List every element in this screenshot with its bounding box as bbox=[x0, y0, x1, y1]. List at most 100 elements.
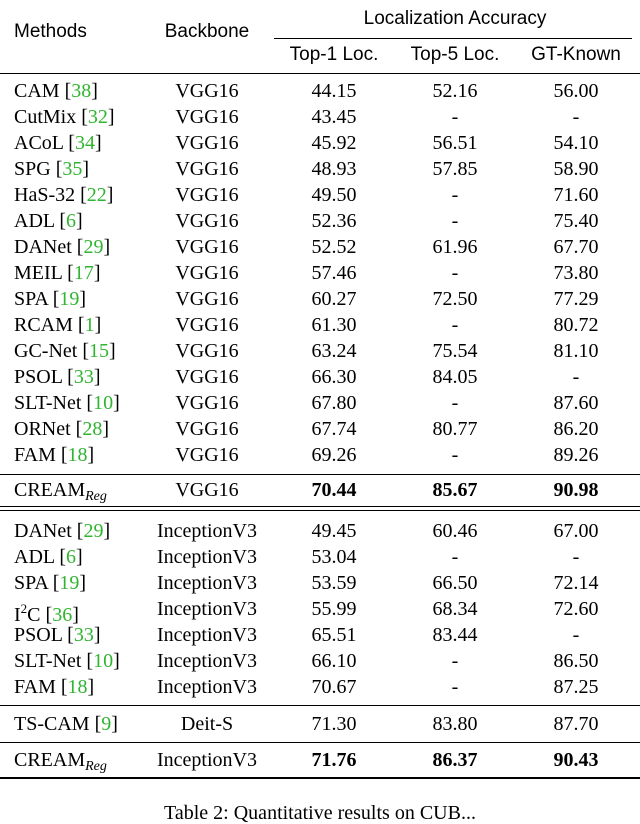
gt-known-cell: 86.20 bbox=[553, 418, 599, 440]
backbone-cell: InceptionV3 bbox=[157, 520, 257, 542]
method-cell: SLT-Net [10] bbox=[14, 650, 120, 672]
gt-known-cell: 87.60 bbox=[553, 392, 599, 414]
top5-cell: - bbox=[451, 210, 459, 232]
backbone-cell: VGG16 bbox=[175, 479, 239, 501]
top1-cell: 67.74 bbox=[311, 418, 357, 440]
citation-link: 34 bbox=[74, 132, 95, 154]
method-cell: CREAMReg bbox=[14, 749, 107, 778]
top1-cell: 55.99 bbox=[311, 598, 357, 620]
citation-link: 33 bbox=[73, 624, 94, 646]
citation-link: 35 bbox=[62, 158, 83, 180]
top1-cell: 66.10 bbox=[311, 650, 357, 672]
backbone-cell: VGG16 bbox=[175, 158, 239, 180]
method-cell: PSOL [33] bbox=[14, 624, 101, 646]
header-methods: Methods bbox=[14, 21, 87, 42]
top5-cell: - bbox=[451, 392, 459, 414]
top1-cell: 66.30 bbox=[311, 366, 357, 388]
method-name: SLT-Net bbox=[14, 650, 82, 672]
top5-cell: 84.05 bbox=[432, 366, 478, 388]
backbone-cell: VGG16 bbox=[175, 418, 239, 440]
rule-double-bottom bbox=[0, 510, 640, 511]
gt-known-cell: - bbox=[572, 366, 580, 388]
top1-cell: 63.24 bbox=[311, 340, 357, 362]
gt-known-cell: 72.14 bbox=[553, 572, 599, 594]
method-name: ORNet bbox=[14, 418, 71, 440]
top1-cell: 49.50 bbox=[311, 184, 357, 206]
gt-known-cell: 81.10 bbox=[553, 340, 599, 362]
top1-cell: 48.93 bbox=[311, 158, 357, 180]
citation-link: 10 bbox=[93, 392, 114, 414]
backbone-cell: VGG16 bbox=[175, 132, 239, 154]
gt-known-cell: 90.43 bbox=[553, 749, 599, 771]
top1-cell: 53.59 bbox=[311, 572, 357, 594]
method-superscript: 2 bbox=[20, 601, 28, 616]
top1-cell: 49.45 bbox=[311, 520, 357, 542]
method-name: SPA bbox=[14, 572, 48, 594]
backbone-cell: InceptionV3 bbox=[157, 598, 257, 620]
top1-cell: 44.15 bbox=[311, 80, 357, 102]
top5-cell: - bbox=[451, 650, 459, 672]
backbone-cell: InceptionV3 bbox=[157, 572, 257, 594]
gt-known-cell: - bbox=[572, 106, 580, 128]
method-cell: SLT-Net [10] bbox=[14, 392, 120, 414]
citation-link: 6 bbox=[66, 210, 77, 232]
top5-cell: - bbox=[451, 444, 459, 466]
citation-link: 28 bbox=[82, 418, 103, 440]
top5-cell: 60.46 bbox=[432, 520, 478, 542]
top5-cell: - bbox=[451, 676, 459, 698]
citation-link: 18 bbox=[67, 444, 88, 466]
top5-cell: 80.77 bbox=[432, 418, 478, 440]
rule-double-top bbox=[0, 506, 640, 507]
top5-cell: 52.16 bbox=[432, 80, 478, 102]
citation-link: 22 bbox=[86, 184, 107, 206]
backbone-cell: Deit-S bbox=[180, 713, 234, 735]
top1-cell: 71.30 bbox=[311, 713, 357, 735]
backbone-cell: VGG16 bbox=[175, 262, 239, 284]
method-name: RCAM bbox=[14, 314, 73, 336]
backbone-cell: VGG16 bbox=[175, 236, 239, 258]
group-underline bbox=[274, 38, 632, 39]
gt-known-cell: 71.60 bbox=[553, 184, 599, 206]
backbone-cell: InceptionV3 bbox=[157, 546, 257, 568]
citation-link: 1 bbox=[84, 314, 95, 336]
citation-link: 33 bbox=[73, 366, 94, 388]
gt-known-cell: 72.60 bbox=[553, 598, 599, 620]
top1-cell: 57.46 bbox=[311, 262, 357, 284]
citation-link: 38 bbox=[71, 80, 92, 102]
citation-link: 29 bbox=[83, 520, 104, 542]
method-subscript: Reg bbox=[85, 759, 107, 774]
backbone-cell: InceptionV3 bbox=[157, 650, 257, 672]
header-top1: Top-1 Loc. bbox=[289, 44, 379, 65]
backbone-cell: VGG16 bbox=[175, 366, 239, 388]
citation-link: 6 bbox=[66, 546, 77, 568]
method-name: CREAM bbox=[14, 749, 86, 771]
top5-cell: - bbox=[451, 314, 459, 336]
backbone-cell: InceptionV3 bbox=[157, 749, 257, 771]
method-cell: SPG [35] bbox=[14, 158, 90, 180]
top1-cell: 61.30 bbox=[311, 314, 357, 336]
method-cell: SPA [19] bbox=[14, 288, 87, 310]
method-name-tail: C bbox=[27, 604, 41, 626]
method-cell: MEIL [17] bbox=[14, 262, 101, 284]
top1-cell: 69.26 bbox=[311, 444, 357, 466]
method-name: I bbox=[14, 604, 21, 626]
method-name: CutMix bbox=[14, 106, 77, 128]
gt-known-cell: 67.70 bbox=[553, 236, 599, 258]
method-cell: HaS-32 [22] bbox=[14, 184, 114, 206]
gt-known-cell: - bbox=[572, 624, 580, 646]
top5-cell: - bbox=[451, 262, 459, 284]
backbone-cell: VGG16 bbox=[175, 392, 239, 414]
method-name: ADL bbox=[14, 210, 55, 232]
gt-known-cell: 80.72 bbox=[553, 314, 599, 336]
top1-cell: 70.67 bbox=[311, 676, 357, 698]
method-cell: CutMix [32] bbox=[14, 106, 115, 128]
top5-cell: 83.44 bbox=[432, 624, 478, 646]
method-name: HaS-32 bbox=[14, 184, 76, 206]
backbone-cell: VGG16 bbox=[175, 106, 239, 128]
gt-known-cell: - bbox=[572, 546, 580, 568]
top1-cell: 52.36 bbox=[311, 210, 357, 232]
method-name: CAM bbox=[14, 80, 60, 102]
backbone-cell: VGG16 bbox=[175, 184, 239, 206]
method-cell: ADL [6] bbox=[14, 210, 83, 232]
method-cell: SPA [19] bbox=[14, 572, 87, 594]
